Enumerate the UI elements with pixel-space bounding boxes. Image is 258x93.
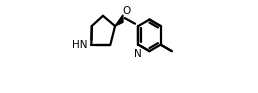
Text: N: N <box>134 49 142 59</box>
Text: HN: HN <box>72 40 88 50</box>
Text: O: O <box>123 6 131 16</box>
Polygon shape <box>115 15 123 26</box>
